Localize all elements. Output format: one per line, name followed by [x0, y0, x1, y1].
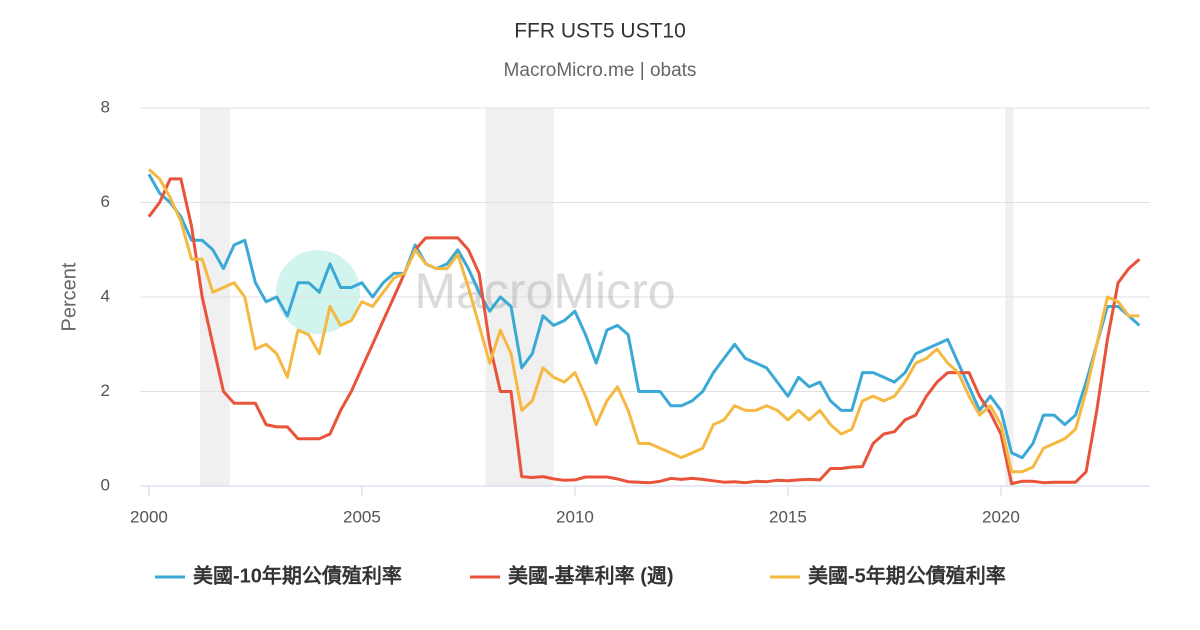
series-line	[147, 168, 1140, 474]
y-tick-label: 2	[101, 381, 110, 400]
x-tick-label: 2000	[130, 507, 168, 526]
x-tick-label: 2010	[556, 507, 594, 526]
x-tick-label: 2005	[343, 507, 381, 526]
legend-label: 美國-基準利率 (週)	[508, 563, 674, 587]
y-tick-label: 4	[101, 286, 110, 305]
legend-label: 美國-5年期公債殖利率	[808, 563, 1006, 587]
x-tick-label: 2020	[982, 507, 1020, 526]
legend-label: 美國-10年期公債殖利率	[193, 563, 402, 587]
y-tick-label: 0	[101, 475, 110, 494]
x-tick-label: 2015	[769, 507, 807, 526]
chart-subtitle: MacroMicro.me | obats	[504, 60, 697, 81]
series-line	[147, 173, 1141, 460]
y-tick-label: 8	[101, 97, 110, 116]
y-tick-label: 6	[101, 192, 110, 211]
chart-title: FFR UST5 UST10	[514, 20, 686, 43]
y-axis-label: Percent	[58, 262, 80, 331]
watermark: MacroMicro	[414, 263, 675, 319]
series-line	[147, 177, 1141, 486]
